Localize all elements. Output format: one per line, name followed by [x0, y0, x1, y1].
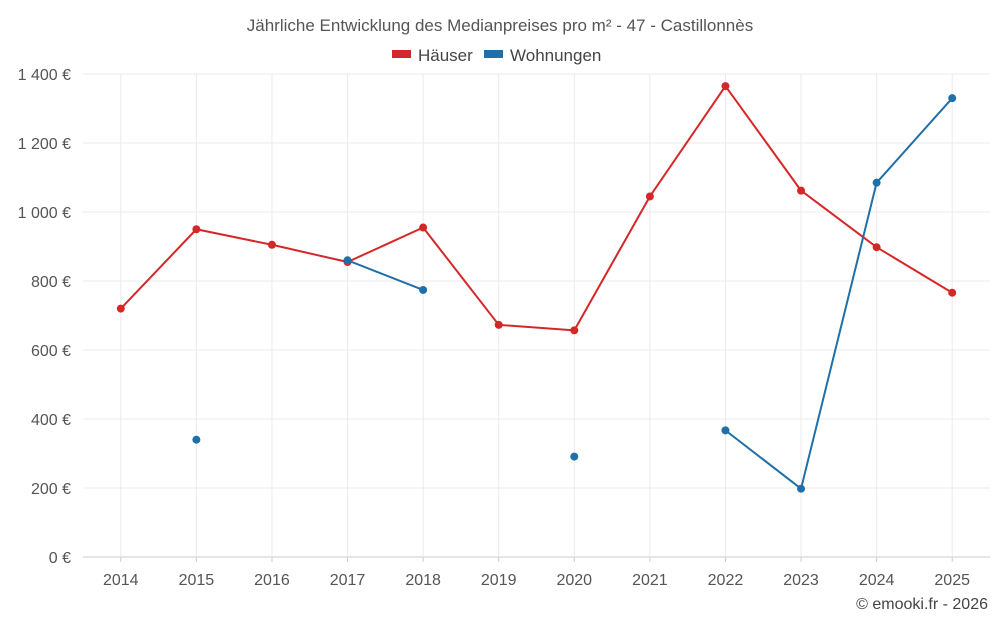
series-line — [120, 85, 953, 332]
x-tick-label: 2023 — [783, 572, 819, 589]
y-tick-label: 400 € — [31, 412, 71, 429]
data-point[interactable] — [872, 178, 881, 187]
y-axis: 0 € 200 € 400 € 600 € 800 € 1 000 € 1 200 € 1 4… — [18, 67, 71, 567]
data-point[interactable] — [948, 94, 957, 103]
x-tick-label: 2017 — [330, 572, 366, 589]
data-point[interactable] — [570, 326, 579, 335]
series-line — [347, 259, 424, 291]
data-point[interactable] — [419, 285, 428, 294]
credit-text: © emooki.fr - 2026 — [856, 596, 988, 613]
x-tick-label: 2024 — [859, 572, 895, 589]
data-point[interactable] — [797, 186, 806, 195]
legend-label: Wohnungen — [510, 46, 601, 65]
y-tick-label: 200 € — [31, 481, 71, 498]
x-tick-label: 2015 — [179, 572, 215, 589]
data-point[interactable] — [872, 243, 881, 252]
y-tick-label: 800 € — [31, 274, 71, 291]
data-point[interactable] — [343, 256, 352, 265]
grid — [83, 73, 990, 558]
x-axis: 2014 2015 2016 2017 2018 2019 2020 2021 2022 2023… — [103, 557, 970, 589]
x-tick-label: 2025 — [934, 572, 970, 589]
series-group — [116, 82, 957, 493]
x-tick-label: 2020 — [556, 572, 592, 589]
legend-item-wohnungen[interactable]: Wohnungen — [484, 46, 601, 65]
data-point[interactable] — [948, 288, 957, 297]
data-point[interactable] — [721, 426, 730, 435]
chart-title: Jährliche Entwicklung des Medianpreises … — [247, 16, 753, 35]
x-tick-label: 2021 — [632, 572, 668, 589]
data-point[interactable] — [192, 225, 201, 234]
y-tick-label: 600 € — [31, 343, 71, 360]
y-tick-label: 1 000 € — [18, 205, 71, 222]
legend: Häuser Wohnungen — [392, 46, 601, 65]
series-häuser — [116, 82, 957, 335]
series-line — [724, 97, 953, 490]
legend-item-häuser[interactable]: Häuser — [392, 46, 473, 65]
data-point[interactable] — [419, 223, 428, 232]
y-tick-label: 1 400 € — [18, 67, 71, 84]
legend-swatch — [392, 50, 411, 58]
legend-swatch — [484, 50, 503, 58]
data-point[interactable] — [116, 304, 125, 313]
data-point[interactable] — [494, 320, 503, 329]
series-wohnungen — [192, 94, 957, 493]
data-point[interactable] — [570, 452, 579, 461]
x-tick-label: 2014 — [103, 572, 139, 589]
x-tick-label: 2022 — [708, 572, 744, 589]
x-tick-label: 2019 — [481, 572, 517, 589]
y-tick-label: 1 200 € — [18, 136, 71, 153]
y-tick-label: 0 € — [49, 550, 71, 567]
data-point[interactable] — [797, 484, 806, 493]
data-point[interactable] — [721, 82, 730, 91]
data-point[interactable] — [267, 240, 276, 249]
data-point[interactable] — [192, 435, 201, 444]
x-tick-label: 2016 — [254, 572, 290, 589]
x-tick-label: 2018 — [405, 572, 441, 589]
data-point[interactable] — [645, 192, 654, 201]
legend-label: Häuser — [418, 46, 473, 65]
